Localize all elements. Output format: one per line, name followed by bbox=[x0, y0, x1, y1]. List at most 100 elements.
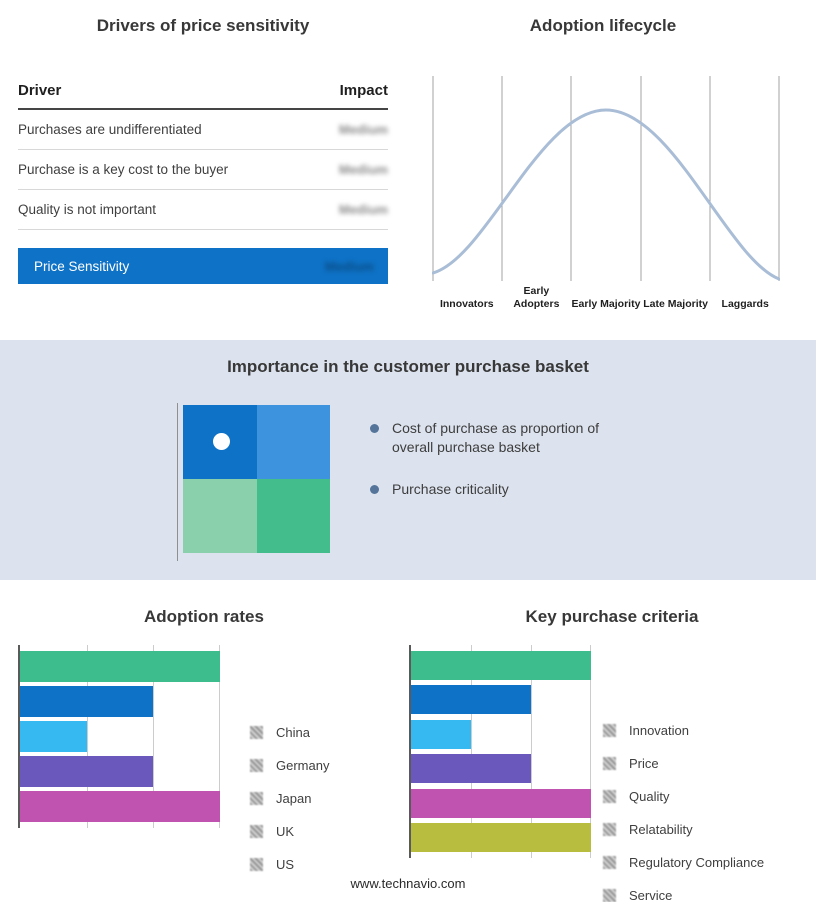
basket-bullet-list: Cost of purchase as proportion of overal… bbox=[370, 419, 670, 522]
price-sensitivity-label: Price Sensitivity bbox=[34, 258, 130, 274]
position-marker-dot bbox=[213, 433, 230, 450]
drivers-panel: Drivers of price sensitivity Driver Impa… bbox=[18, 16, 388, 284]
legend-swatch-icon bbox=[603, 822, 616, 836]
bar-service bbox=[411, 822, 591, 852]
bottom-charts-section: Adoption rates China Germany Japan UK US Key… bbox=[0, 580, 816, 902]
legend-label: Quality bbox=[629, 788, 670, 804]
bar-row-innovation bbox=[411, 651, 591, 680]
purchase-basket-quadrant bbox=[183, 405, 330, 553]
bar-regulatory-compliance bbox=[411, 788, 591, 818]
chart-gridline bbox=[86, 645, 88, 828]
legend-item-regulatory-compliance: Regulatory Compliance bbox=[603, 854, 765, 870]
bar-quality bbox=[411, 719, 471, 749]
legend-label: US bbox=[276, 856, 295, 872]
bar-relatability bbox=[411, 754, 531, 784]
bar-row-service bbox=[411, 822, 591, 852]
lifecycle-chart bbox=[431, 76, 781, 281]
impact-value-redacted: Medium bbox=[324, 258, 374, 274]
stage-label-innovators: Innovators bbox=[439, 298, 494, 310]
legend-swatch-icon bbox=[603, 789, 616, 803]
bar-row-uk bbox=[20, 756, 220, 787]
legend-swatch-icon bbox=[603, 855, 616, 869]
legend-label: Germany bbox=[276, 757, 330, 773]
legend-item-quality: Quality bbox=[603, 788, 764, 804]
legend-label: China bbox=[276, 724, 310, 740]
bar-innovation bbox=[411, 651, 591, 680]
legend-label: UK bbox=[276, 823, 295, 839]
adoption-bell-curve bbox=[431, 108, 781, 281]
chart-gridline bbox=[590, 645, 591, 858]
legend-swatch-icon bbox=[603, 756, 616, 770]
bar-row-us bbox=[20, 791, 220, 822]
driver-label: Purchases are undifferentiated bbox=[18, 122, 202, 137]
column-header-impact: Impact bbox=[339, 82, 388, 99]
impact-value-redacted: Medium bbox=[338, 162, 388, 177]
legend-swatch-icon bbox=[250, 725, 263, 739]
drivers-table-header: Driver Impact bbox=[18, 82, 388, 110]
legend-label: Price bbox=[629, 755, 659, 771]
adoption-rates-title: Adoption rates bbox=[144, 607, 264, 626]
bar-row-relatability bbox=[411, 754, 591, 784]
bar-china bbox=[20, 651, 220, 682]
legend-item-innovation: Innovation bbox=[603, 722, 764, 738]
driver-label: Quality is not important bbox=[18, 202, 157, 217]
driver-label: Purchase is a key cost to the buyer bbox=[18, 162, 229, 177]
list-item: Purchase criticality bbox=[370, 480, 670, 499]
key-purchase-criteria-panel: Key purchase criteria Innovation Price Qua… bbox=[408, 580, 816, 902]
chart-gridline bbox=[219, 645, 220, 828]
bar-price bbox=[411, 685, 531, 715]
bullet-text: Purchase criticality bbox=[392, 481, 509, 497]
bar-us bbox=[20, 791, 220, 822]
stage-label-late-majority: Late Majority bbox=[643, 298, 708, 310]
legend-item-relatability: Relatability bbox=[603, 822, 764, 837]
bar-row-japan bbox=[20, 721, 220, 752]
legend-item-germany: Germany bbox=[250, 757, 330, 773]
key-purchase-criteria-chart: Innovation Price Quality Relatability Regula… bbox=[409, 645, 764, 902]
legend-item-service: Service bbox=[603, 888, 764, 902]
bar-uk bbox=[20, 756, 154, 787]
bell-curve-svg bbox=[431, 76, 781, 281]
chart-gridline bbox=[153, 645, 155, 828]
chart-gridline bbox=[470, 645, 472, 858]
impact-value-redacted: Medium bbox=[338, 202, 388, 217]
key-purchase-criteria-plot bbox=[409, 645, 591, 858]
quadrant-top-right bbox=[256, 405, 330, 479]
quadrant-bottom-right bbox=[256, 479, 330, 553]
legend-swatch-icon bbox=[250, 791, 263, 805]
legend-swatch-icon bbox=[603, 723, 616, 737]
legend-item-uk: UK bbox=[250, 823, 329, 839]
chart-gridline bbox=[531, 645, 532, 858]
quadrant-top-left bbox=[183, 405, 257, 479]
legend-item-us: US bbox=[250, 856, 329, 872]
price-sensitivity-highlight-row: Price Sensitivity Medium bbox=[18, 248, 388, 284]
lifecycle-stage-labels: Innovators Early Adopters Early Majority… bbox=[432, 284, 780, 311]
purchase-basket-band: Importance in the customer purchase bask… bbox=[0, 340, 816, 580]
bar-row-china bbox=[20, 651, 220, 682]
stage-label-early-adopters: Early Adopters bbox=[513, 285, 560, 310]
bar-row-quality bbox=[411, 719, 591, 749]
bar-germany bbox=[20, 686, 154, 717]
legend-label: Japan bbox=[276, 790, 312, 806]
legend-label: Service bbox=[629, 887, 673, 902]
table-row: Purchases are undifferentiated Medium bbox=[18, 110, 388, 150]
legend-label: Innovation bbox=[629, 722, 689, 738]
stage-label-early-majority: Early Majority bbox=[571, 298, 641, 310]
basket-title: Importance in the customer purchase bask… bbox=[227, 357, 589, 376]
lifecycle-title: Adoption lifecycle bbox=[529, 16, 677, 35]
bar-row-regulatory-compliance bbox=[411, 788, 591, 818]
list-item: Cost of purchase as proportion of overal… bbox=[370, 419, 670, 457]
bullet-text: Cost of purchase as proportion of overal… bbox=[392, 420, 600, 455]
legend-swatch-icon bbox=[250, 857, 263, 871]
table-row: Purchase is a key cost to the buyer Medi… bbox=[18, 150, 388, 190]
legend-item-japan: Japan bbox=[250, 790, 329, 806]
adoption-rates-plot bbox=[18, 645, 220, 828]
legend-item-price: Price bbox=[603, 755, 764, 771]
adoption-rates-legend: China Germany Japan UK US bbox=[250, 725, 329, 890]
legend-label: Regulatory Compliance bbox=[629, 854, 765, 870]
quadrant-bottom-left bbox=[183, 479, 257, 553]
bar-row-price bbox=[411, 685, 591, 715]
bar-row-germany bbox=[20, 686, 220, 717]
legend-item-china: China bbox=[250, 724, 329, 740]
adoption-lifecycle-panel: Adoption lifecycle Innovators Early Adop… bbox=[408, 16, 798, 311]
